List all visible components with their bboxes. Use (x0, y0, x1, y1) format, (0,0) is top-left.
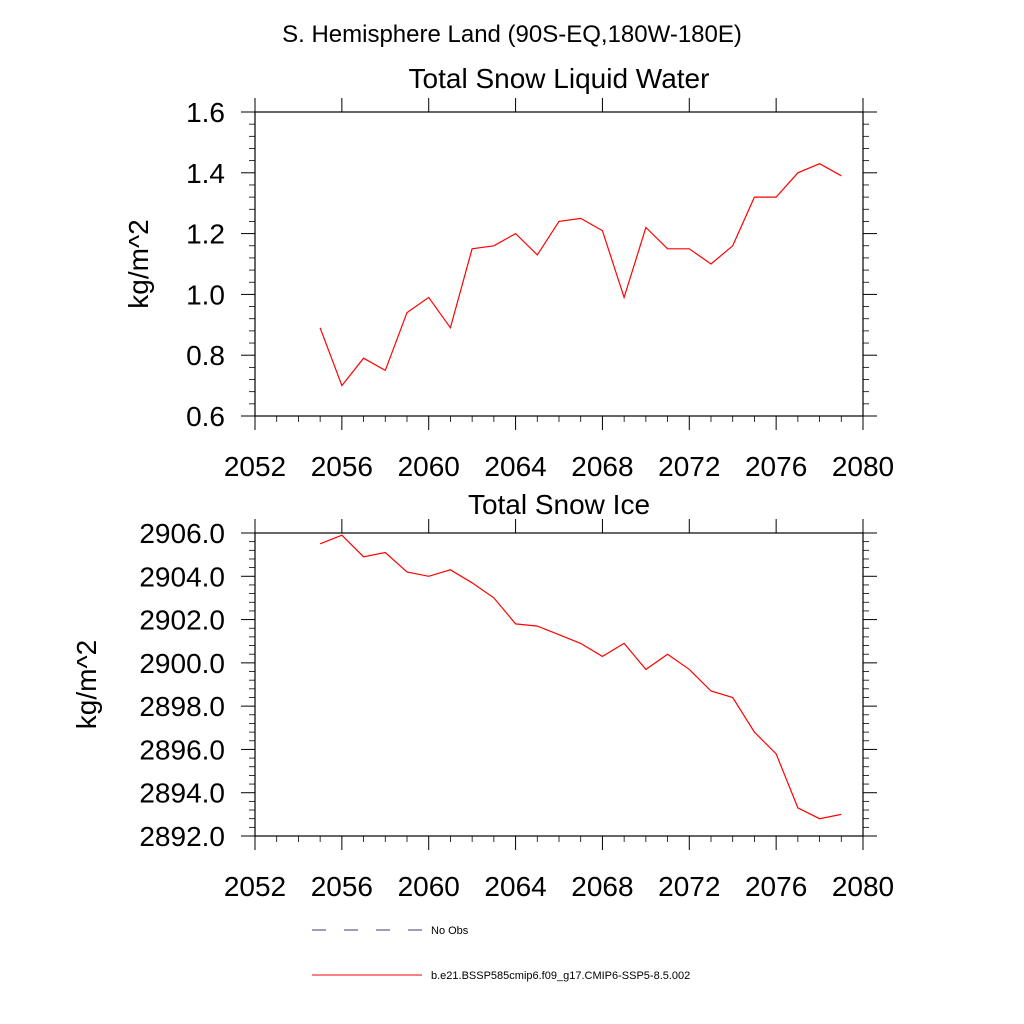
series-line-1 (319, 534, 842, 820)
y-tick-label: 2900.0 (139, 648, 225, 679)
x-tick-label: 2060 (398, 871, 460, 902)
x-tick-label: 2052 (224, 871, 286, 902)
x-tick-label: 2068 (571, 871, 633, 902)
x-tick-label: 2080 (832, 451, 894, 482)
y-tick-label: 2904.0 (139, 561, 225, 592)
x-tick-label: 2072 (658, 871, 720, 902)
y-tick-label: 1.6 (186, 97, 225, 128)
y-tick-label: 2906.0 (139, 518, 225, 549)
x-tick-label: 2060 (398, 451, 460, 482)
x-tick-label: 2052 (224, 451, 286, 482)
x-tick-label: 2056 (311, 451, 373, 482)
x-tick-label: 2064 (484, 451, 546, 482)
y-tick-label: 2894.0 (139, 778, 225, 809)
chart-panel-2: Total Snow Ice 2052 2056 2060 2064 2068 2072 20… (71, 489, 894, 902)
legend-label: No Obs (431, 925, 469, 937)
chart-panel-1: Total Snow Liquid Water 2052 2056 2060 2064 2… (123, 63, 894, 482)
legend-label: b.e21.BSSP585cmip6.f09_g17.CMIP6-SSP5-8.… (431, 970, 690, 982)
legend: No Obs b.e21.BSSP585cmip6.f09_g17.CMIP6-S… (312, 925, 690, 982)
y-tick-label: 0.8 (186, 340, 225, 371)
y-tick-label: 1.0 (186, 279, 225, 310)
legend-entry-1: No Obs (312, 925, 469, 937)
legend-entry-2: b.e21.BSSP585cmip6.f09_g17.CMIP6-SSP5-8.… (312, 970, 690, 982)
chart-panels: Total Snow Liquid Water 2052 2056 2060 2064 2… (71, 63, 894, 902)
y-axis-label: kg/m^2 (71, 640, 102, 729)
figure-suptitle: S. Hemisphere Land (90S-EQ,180W-180E) (282, 21, 742, 48)
y-tick-label: 1.4 (186, 158, 225, 189)
y-tick-label: 2892.0 (139, 821, 225, 852)
chart-title: Total Snow Ice (468, 489, 650, 520)
y-tick-label: 0.6 (186, 401, 225, 432)
chart-title: Total Snow Liquid Water (409, 63, 710, 94)
x-tick-label: 2064 (484, 871, 546, 902)
series-line-1 (319, 163, 842, 387)
y-axis-label: kg/m^2 (123, 219, 154, 308)
x-tick-label: 2072 (658, 451, 720, 482)
x-tick-label: 2056 (311, 871, 373, 902)
plot-frame (254, 111, 864, 417)
x-tick-label: 2080 (832, 871, 894, 902)
y-tick-label: 2898.0 (139, 691, 225, 722)
plot-frame (254, 532, 864, 837)
x-tick-label: 2076 (745, 451, 807, 482)
x-tick-label: 2076 (745, 871, 807, 902)
x-tick-label: 2068 (571, 451, 633, 482)
y-tick-label: 2902.0 (139, 605, 225, 636)
y-tick-label: 2896.0 (139, 734, 225, 765)
y-tick-label: 1.2 (186, 219, 225, 250)
